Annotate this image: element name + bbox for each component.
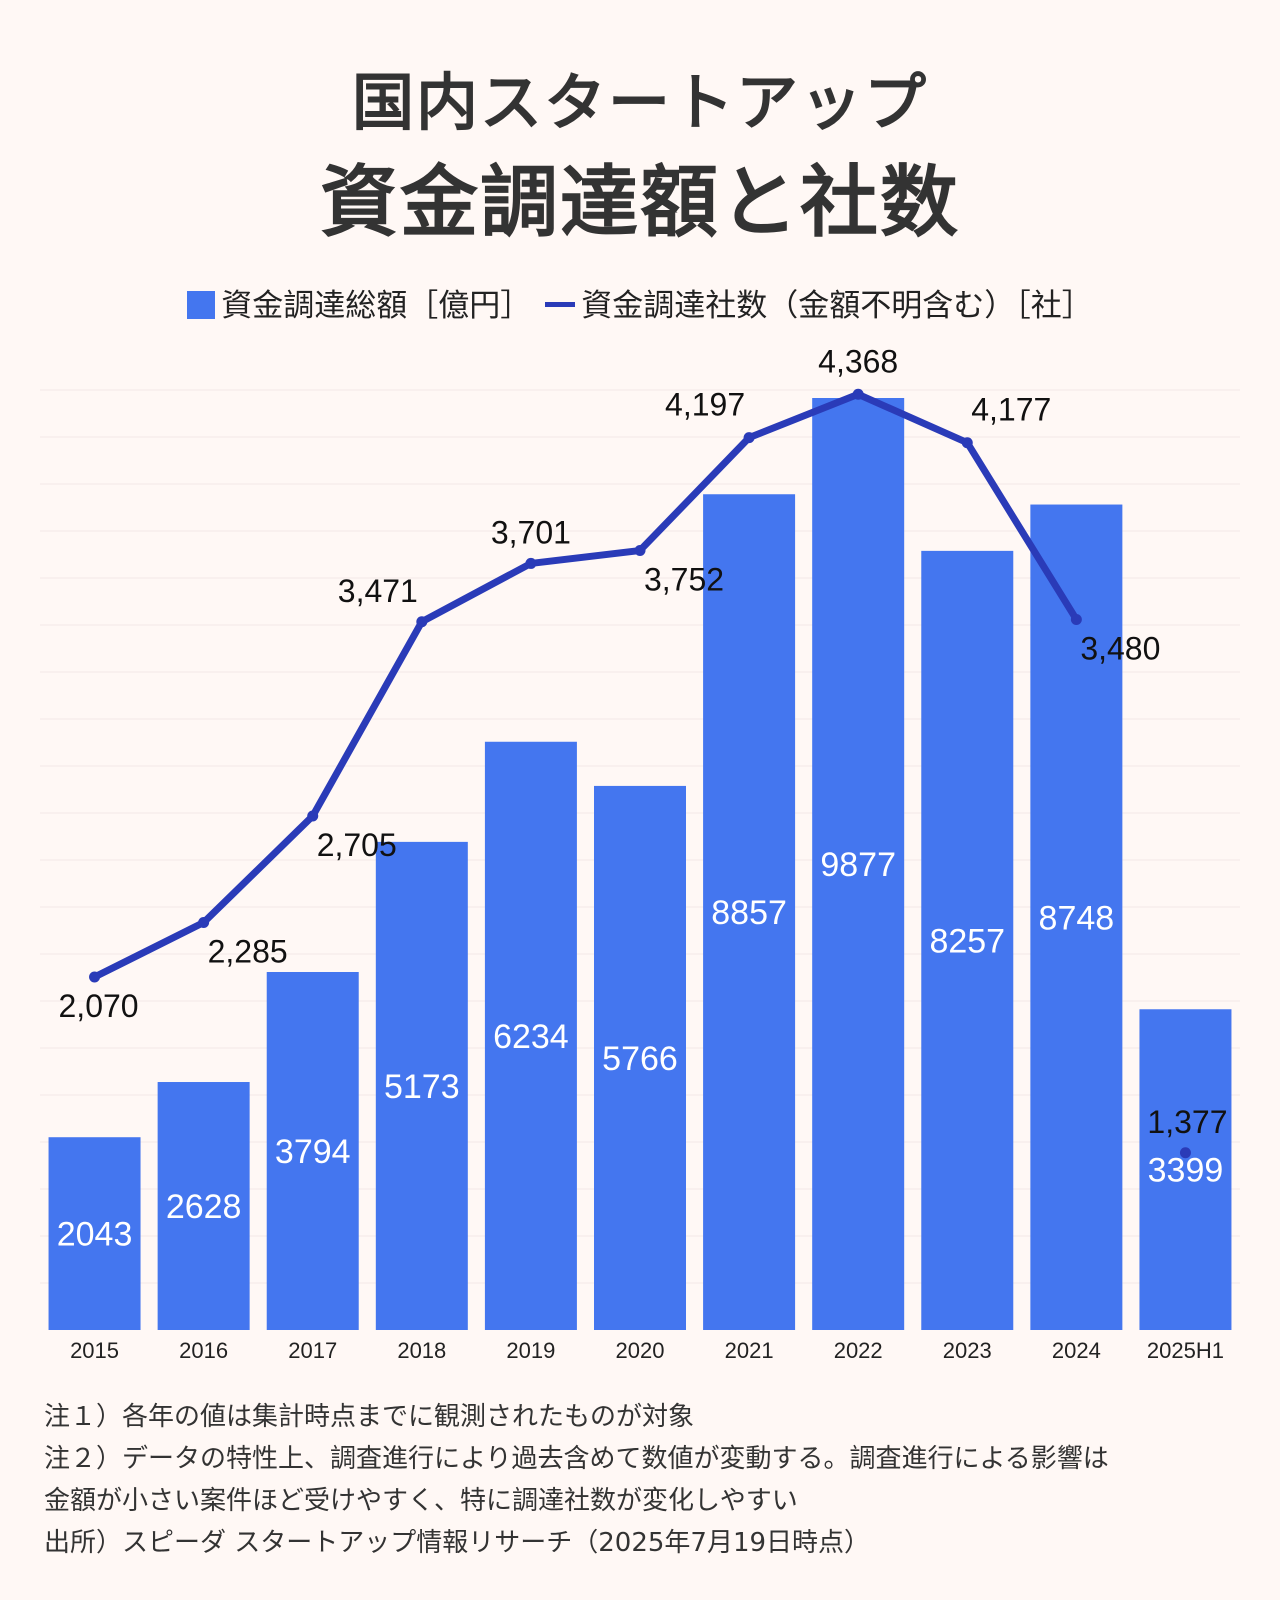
line-point	[198, 917, 210, 929]
bar-value-label: 5766	[602, 1040, 678, 1078]
x-tick-label: 2015	[70, 1338, 119, 1363]
line-point	[852, 388, 864, 400]
footnote-2: 注２）データの特性上、調査進行により過去含めて数値が変動する。調査進行による影響…	[44, 1444, 1109, 1474]
line-point	[1179, 1147, 1191, 1159]
legend-bar-label: 資金調達総額［億円］	[221, 288, 532, 324]
x-tick-label: 2019	[506, 1338, 555, 1363]
line-value-label: 3,471	[338, 573, 418, 609]
line-value-label: 2,070	[59, 988, 139, 1024]
bar-value-label: 3794	[275, 1133, 351, 1171]
combo-chart: 2043 2015 2628 2016 3794 2017 5173 2018 6234 2019…	[40, 343, 1240, 1363]
line-value-label: 4,368	[818, 343, 898, 379]
chart-title-line1: 国内スタートアップ	[351, 66, 928, 139]
bar-value-label: 9877	[820, 846, 896, 884]
x-tick-label: 2021	[725, 1338, 774, 1363]
bar	[1030, 504, 1123, 1330]
chart-legend: 資金調達総額［億円］ 資金調達社数（金額不明含む）［社］	[0, 280, 1280, 325]
bar-value-label: 5173	[384, 1068, 460, 1106]
line-point	[307, 810, 319, 822]
bar	[375, 841, 468, 1330]
bar	[921, 550, 1014, 1330]
bar	[484, 741, 577, 1330]
bar-value-label: 8857	[711, 894, 787, 932]
x-tick-label: 2016	[179, 1338, 228, 1363]
line-point	[743, 432, 755, 444]
chart-title-line2: 資金調達額と社数	[319, 158, 960, 248]
bar	[812, 398, 905, 1330]
line-series	[91, 390, 1080, 981]
line-value-label: 1,377	[1147, 1104, 1227, 1140]
line-value-label: 2,705	[317, 827, 397, 863]
bar-value-label: 8748	[1039, 899, 1115, 937]
footnote-source: 出所）スピーダ スタートアップ情報リサーチ（2025年7月19日時点）	[44, 1528, 871, 1558]
x-tick-label: 2018	[397, 1338, 446, 1363]
x-tick-label: 2020	[616, 1338, 665, 1363]
x-tick-label: 2017	[288, 1338, 337, 1363]
x-tick-label: 2025H1	[1147, 1338, 1224, 1363]
line-value-label: 4,177	[971, 392, 1051, 428]
footnote-1: 注１）各年の値は集計時点までに観測されたものが対象	[44, 1402, 695, 1432]
line-value-label: 2,285	[208, 934, 288, 970]
line-point	[961, 437, 973, 449]
bar-value-label: 8257	[929, 922, 1005, 960]
x-tick-label: 2022	[834, 1338, 883, 1363]
bar	[48, 1137, 141, 1330]
footnotes: 注１）各年の値は集計時点までに観測されたものが対象 注２）データの特性上、調査進…	[44, 1396, 1254, 1564]
bar	[1139, 1009, 1232, 1330]
bar	[594, 785, 686, 1330]
line-value-label: 3,480	[1080, 630, 1160, 666]
line-point	[416, 616, 428, 628]
legend-line-swatch	[545, 302, 576, 307]
line-point	[525, 557, 537, 569]
line-point	[1070, 613, 1082, 625]
bar	[703, 494, 796, 1331]
line-value-label: 3,701	[491, 514, 571, 550]
line-point	[89, 971, 101, 983]
line-value-label: 4,197	[665, 387, 745, 423]
bar	[266, 971, 359, 1330]
footnote-3: 金額が小さい案件ほど受けやすく、特に調達社数が変化しやすい	[44, 1486, 798, 1516]
bar-value-label: 6234	[493, 1018, 569, 1056]
line-point	[634, 544, 646, 556]
x-tick-label: 2023	[943, 1338, 992, 1363]
bar	[157, 1082, 250, 1330]
bar-value-label: 2043	[57, 1216, 133, 1254]
legend-bar-swatch	[187, 291, 216, 319]
bar-value-label: 2628	[166, 1188, 242, 1226]
legend-line-label: 資金調達社数（金額不明含む）［社］	[581, 288, 1093, 324]
x-tick-label: 2024	[1052, 1338, 1101, 1363]
line-value-label: 3,752	[644, 561, 724, 597]
